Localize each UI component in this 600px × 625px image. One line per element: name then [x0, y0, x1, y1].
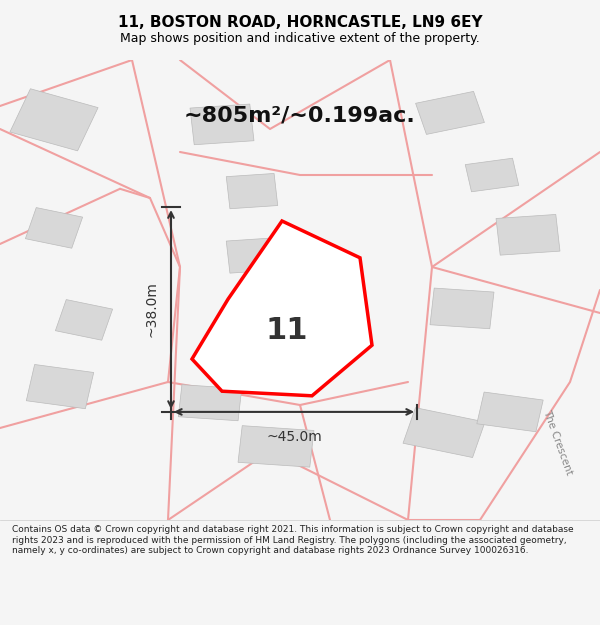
Polygon shape — [192, 221, 372, 396]
Text: Map shows position and indicative extent of the property.: Map shows position and indicative extent… — [120, 32, 480, 45]
Polygon shape — [416, 91, 484, 134]
Polygon shape — [190, 104, 254, 145]
Polygon shape — [496, 214, 560, 255]
Polygon shape — [178, 384, 242, 421]
Text: The Crescent: The Crescent — [542, 408, 574, 476]
Polygon shape — [430, 288, 494, 329]
Polygon shape — [226, 174, 278, 209]
Text: Contains OS data © Crown copyright and database right 2021. This information is : Contains OS data © Crown copyright and d… — [12, 525, 574, 555]
Text: 11: 11 — [265, 316, 308, 345]
Text: ~805m²/~0.199ac.: ~805m²/~0.199ac. — [184, 105, 416, 125]
Polygon shape — [477, 392, 543, 432]
Text: ~38.0m: ~38.0m — [145, 282, 159, 338]
Polygon shape — [298, 256, 356, 292]
Polygon shape — [226, 238, 278, 273]
Polygon shape — [403, 408, 485, 458]
Polygon shape — [25, 208, 83, 248]
Polygon shape — [465, 158, 519, 192]
Polygon shape — [238, 426, 314, 467]
Text: 11, BOSTON ROAD, HORNCASTLE, LN9 6EY: 11, BOSTON ROAD, HORNCASTLE, LN9 6EY — [118, 15, 482, 30]
Text: ~45.0m: ~45.0m — [266, 430, 322, 444]
Polygon shape — [26, 364, 94, 409]
Polygon shape — [10, 89, 98, 151]
Polygon shape — [55, 299, 113, 340]
